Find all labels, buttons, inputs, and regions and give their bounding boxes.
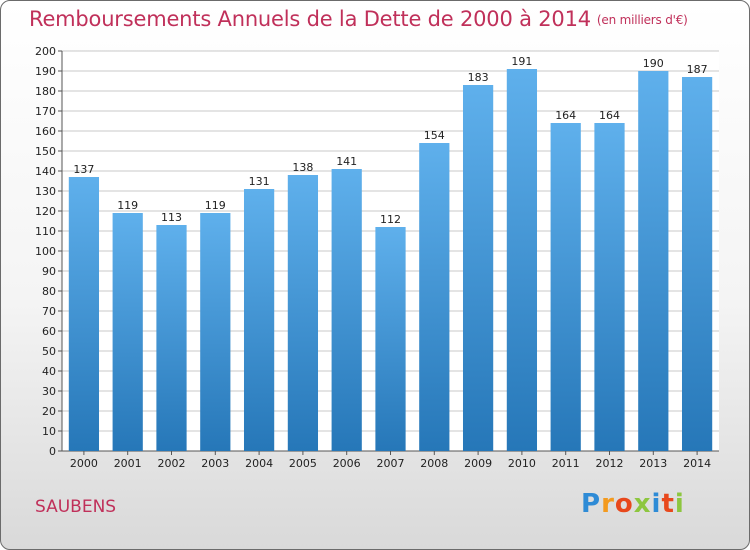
- bar-2002: [156, 225, 187, 451]
- bar-2014: [681, 77, 713, 451]
- bar-2004: [243, 189, 275, 451]
- x-tick-label-2009: 2009: [464, 457, 492, 470]
- bar-2008: [419, 143, 450, 451]
- proxiti-logo: Proxiti: [581, 489, 685, 519]
- y-tick-label: 80: [42, 285, 56, 298]
- bar-value-label-2010: 191: [511, 55, 532, 68]
- x-tick-label-2011: 2011: [552, 457, 580, 470]
- bar-value-label-2011: 164: [555, 109, 576, 122]
- bar-value-label-2005: 138: [292, 161, 313, 174]
- bar-value-label-2003: 119: [205, 199, 226, 212]
- y-tick-label: 0: [49, 445, 56, 458]
- bar-value-label-2009: 183: [468, 71, 489, 84]
- x-tick-label-2008: 2008: [420, 457, 448, 470]
- y-tick-label: 60: [42, 325, 56, 338]
- x-tick-label-2002: 2002: [158, 457, 186, 470]
- chart-title-text: Remboursements Annuels de la Dette de 20…: [29, 7, 591, 31]
- bar-value-label-2001: 119: [117, 199, 138, 212]
- bar-value-label-2004: 131: [249, 175, 270, 188]
- bar-value-label-2008: 154: [424, 129, 445, 142]
- y-tick-label: 90: [42, 265, 56, 278]
- bar-2006: [331, 169, 362, 451]
- logo-letter: o: [614, 489, 634, 519]
- bar-2000: [68, 177, 100, 451]
- bar-value-label-2007: 112: [380, 213, 401, 226]
- y-tick-label: 130: [35, 185, 56, 198]
- bar-2010: [506, 69, 538, 451]
- bar-2011: [550, 123, 581, 451]
- x-tick-label-2004: 2004: [245, 457, 273, 470]
- logo-letter: t: [661, 489, 675, 519]
- y-tick-label: 140: [35, 165, 56, 178]
- bar-value-label-2002: 113: [161, 211, 182, 224]
- bar-value-label-2012: 164: [599, 109, 620, 122]
- bar-2013: [638, 71, 669, 451]
- logo-letter: P: [581, 489, 602, 519]
- bar-2007: [375, 227, 406, 451]
- bar-value-label-2000: 137: [73, 163, 94, 176]
- logo-letter: i: [651, 489, 662, 519]
- y-tick-label: 40: [42, 365, 56, 378]
- x-tick-label-2000: 2000: [70, 457, 98, 470]
- y-tick-label: 70: [42, 305, 56, 318]
- bar-value-label-2013: 190: [643, 57, 664, 70]
- bar-2003: [200, 213, 231, 451]
- chart-unit: (en milliers d'€): [596, 13, 688, 27]
- y-tick-label: 10: [42, 425, 56, 438]
- y-tick-label: 110: [35, 225, 56, 238]
- y-tick-label: 190: [35, 65, 56, 78]
- bar-2005: [287, 175, 319, 451]
- bar-2012: [594, 123, 625, 451]
- chart-title: Remboursements Annuels de la Dette de 20…: [29, 7, 688, 31]
- x-tick-label-2013: 2013: [639, 457, 667, 470]
- x-tick-label-2005: 2005: [289, 457, 317, 470]
- y-tick-label: 180: [35, 85, 56, 98]
- x-tick-label-2012: 2012: [596, 457, 624, 470]
- logo-letter: x: [633, 489, 652, 519]
- y-tick-label: 20: [42, 405, 56, 418]
- y-tick-label: 150: [35, 145, 56, 158]
- logo-letter: i: [674, 489, 685, 519]
- y-tick-label: 160: [35, 125, 56, 138]
- y-tick-label: 120: [35, 205, 56, 218]
- x-tick-label-2010: 2010: [508, 457, 536, 470]
- x-tick-label-2007: 2007: [377, 457, 405, 470]
- y-tick-label: 200: [35, 45, 56, 58]
- y-tick-label: 30: [42, 385, 56, 398]
- y-tick-label: 50: [42, 345, 56, 358]
- commune-name: SAUBENS: [35, 497, 117, 517]
- bar-value-label-2006: 141: [336, 155, 357, 168]
- logo-letter: r: [601, 489, 615, 519]
- bar-2001: [112, 213, 143, 451]
- x-tick-label-2001: 2001: [114, 457, 142, 470]
- y-tick-label: 170: [35, 105, 56, 118]
- x-tick-label-2014: 2014: [683, 457, 711, 470]
- y-tick-label: 100: [35, 245, 56, 258]
- bar-value-label-2014: 187: [687, 63, 708, 76]
- x-tick-label-2003: 2003: [201, 457, 229, 470]
- x-tick-label-2006: 2006: [333, 457, 361, 470]
- bar-2009: [462, 85, 494, 451]
